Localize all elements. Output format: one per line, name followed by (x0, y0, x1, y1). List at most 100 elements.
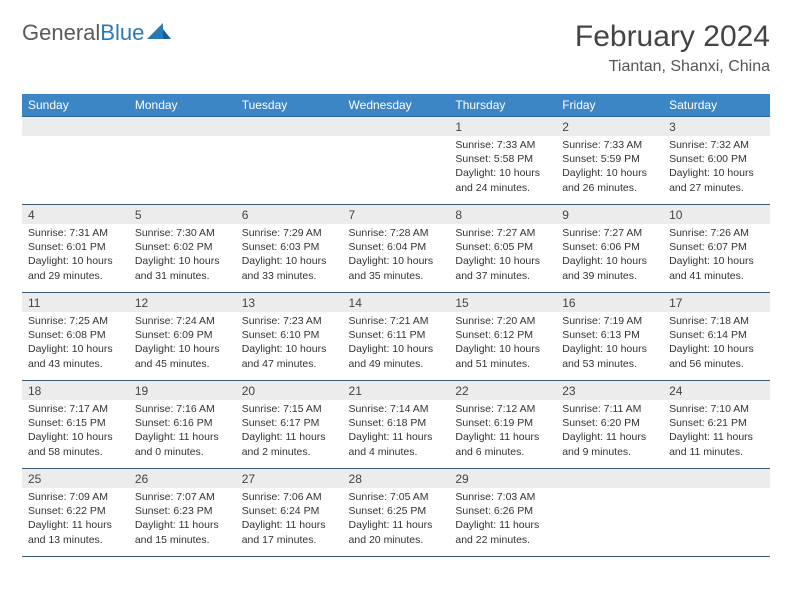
daylight-text: Daylight: 10 hours and 26 minutes. (562, 166, 657, 194)
day-number: 8 (449, 205, 556, 224)
sunrise-text: Sunrise: 7:28 AM (349, 226, 444, 240)
day-number: 3 (663, 117, 770, 136)
calendar-day-cell: 21Sunrise: 7:14 AMSunset: 6:18 PMDayligh… (343, 381, 450, 469)
day-number: 16 (556, 293, 663, 312)
day-number: 4 (22, 205, 129, 224)
day-header: Thursday (449, 94, 556, 117)
calendar-day-cell: 9Sunrise: 7:27 AMSunset: 6:06 PMDaylight… (556, 205, 663, 293)
day-number: 5 (129, 205, 236, 224)
day-header: Monday (129, 94, 236, 117)
day-number: 22 (449, 381, 556, 400)
day-number: 29 (449, 469, 556, 488)
day-number: 21 (343, 381, 450, 400)
sunrise-text: Sunrise: 7:32 AM (669, 138, 764, 152)
day-content: Sunrise: 7:16 AMSunset: 6:16 PMDaylight:… (129, 400, 236, 466)
day-content (556, 488, 663, 554)
day-content: Sunrise: 7:27 AMSunset: 6:06 PMDaylight:… (556, 224, 663, 290)
sunrise-text: Sunrise: 7:16 AM (135, 402, 230, 416)
calendar-day-cell: 5Sunrise: 7:30 AMSunset: 6:02 PMDaylight… (129, 205, 236, 293)
sunset-text: Sunset: 6:25 PM (349, 504, 444, 518)
brand-triangle-icon (147, 21, 173, 46)
daylight-text: Daylight: 10 hours and 41 minutes. (669, 254, 764, 282)
day-number (129, 117, 236, 136)
sunset-text: Sunset: 6:11 PM (349, 328, 444, 342)
sunrise-text: Sunrise: 7:07 AM (135, 490, 230, 504)
calendar-day-cell: 7Sunrise: 7:28 AMSunset: 6:04 PMDaylight… (343, 205, 450, 293)
day-header: Sunday (22, 94, 129, 117)
day-header: Tuesday (236, 94, 343, 117)
sunrise-text: Sunrise: 7:17 AM (28, 402, 123, 416)
sunset-text: Sunset: 6:20 PM (562, 416, 657, 430)
sunset-text: Sunset: 6:14 PM (669, 328, 764, 342)
day-number: 26 (129, 469, 236, 488)
daylight-text: Daylight: 10 hours and 29 minutes. (28, 254, 123, 282)
calendar-day-cell: 25Sunrise: 7:09 AMSunset: 6:22 PMDayligh… (22, 469, 129, 557)
header: GeneralBlue February 2024 Tiantan, Shanx… (22, 20, 770, 76)
day-number: 7 (343, 205, 450, 224)
daylight-text: Daylight: 11 hours and 20 minutes. (349, 518, 444, 546)
day-content: Sunrise: 7:05 AMSunset: 6:25 PMDaylight:… (343, 488, 450, 554)
day-content: Sunrise: 7:19 AMSunset: 6:13 PMDaylight:… (556, 312, 663, 378)
day-content: Sunrise: 7:23 AMSunset: 6:10 PMDaylight:… (236, 312, 343, 378)
day-content: Sunrise: 7:10 AMSunset: 6:21 PMDaylight:… (663, 400, 770, 466)
day-content: Sunrise: 7:33 AMSunset: 5:59 PMDaylight:… (556, 136, 663, 202)
sunrise-text: Sunrise: 7:20 AM (455, 314, 550, 328)
day-number: 18 (22, 381, 129, 400)
daylight-text: Daylight: 11 hours and 17 minutes. (242, 518, 337, 546)
calendar-week-row: 18Sunrise: 7:17 AMSunset: 6:15 PMDayligh… (22, 381, 770, 469)
sunset-text: Sunset: 6:18 PM (349, 416, 444, 430)
day-header: Friday (556, 94, 663, 117)
day-number: 1 (449, 117, 556, 136)
daylight-text: Daylight: 11 hours and 22 minutes. (455, 518, 550, 546)
sunset-text: Sunset: 6:16 PM (135, 416, 230, 430)
calendar-week-row: 11Sunrise: 7:25 AMSunset: 6:08 PMDayligh… (22, 293, 770, 381)
day-number (556, 469, 663, 488)
day-number (236, 117, 343, 136)
sunset-text: Sunset: 6:21 PM (669, 416, 764, 430)
sunrise-text: Sunrise: 7:12 AM (455, 402, 550, 416)
sunrise-text: Sunrise: 7:30 AM (135, 226, 230, 240)
day-content: Sunrise: 7:07 AMSunset: 6:23 PMDaylight:… (129, 488, 236, 554)
sunset-text: Sunset: 6:24 PM (242, 504, 337, 518)
sunrise-text: Sunrise: 7:09 AM (28, 490, 123, 504)
day-content: Sunrise: 7:20 AMSunset: 6:12 PMDaylight:… (449, 312, 556, 378)
calendar-day-cell: 2Sunrise: 7:33 AMSunset: 5:59 PMDaylight… (556, 117, 663, 205)
daylight-text: Daylight: 10 hours and 37 minutes. (455, 254, 550, 282)
sunrise-text: Sunrise: 7:29 AM (242, 226, 337, 240)
calendar-day-cell: 10Sunrise: 7:26 AMSunset: 6:07 PMDayligh… (663, 205, 770, 293)
day-content: Sunrise: 7:24 AMSunset: 6:09 PMDaylight:… (129, 312, 236, 378)
sunset-text: Sunset: 6:17 PM (242, 416, 337, 430)
brand-part1: General (22, 20, 100, 45)
daylight-text: Daylight: 10 hours and 51 minutes. (455, 342, 550, 370)
daylight-text: Daylight: 10 hours and 53 minutes. (562, 342, 657, 370)
sunset-text: Sunset: 6:10 PM (242, 328, 337, 342)
calendar-day-cell: 14Sunrise: 7:21 AMSunset: 6:11 PMDayligh… (343, 293, 450, 381)
calendar-day-cell: 3 Sunrise: 7:32 AMSunset: 6:00 PMDaylight… (663, 117, 770, 205)
day-number: 19 (129, 381, 236, 400)
sunrise-text: Sunrise: 7:31 AM (28, 226, 123, 240)
sunset-text: Sunset: 6:06 PM (562, 240, 657, 254)
day-content: Sunrise: 7:30 AMSunset: 6:02 PMDaylight:… (129, 224, 236, 290)
sunrise-text: Sunrise: 7:27 AM (562, 226, 657, 240)
daylight-text: Daylight: 10 hours and 45 minutes. (135, 342, 230, 370)
daylight-text: Daylight: 10 hours and 47 minutes. (242, 342, 337, 370)
daylight-text: Daylight: 11 hours and 4 minutes. (349, 430, 444, 458)
sunset-text: Sunset: 6:12 PM (455, 328, 550, 342)
calendar-day-cell: 15Sunrise: 7:20 AMSunset: 6:12 PMDayligh… (449, 293, 556, 381)
daylight-text: Daylight: 10 hours and 39 minutes. (562, 254, 657, 282)
calendar-day-cell: 8Sunrise: 7:27 AMSunset: 6:05 PMDaylight… (449, 205, 556, 293)
day-content (663, 488, 770, 554)
calendar-day-cell: 18Sunrise: 7:17 AMSunset: 6:15 PMDayligh… (22, 381, 129, 469)
day-number: 24 (663, 381, 770, 400)
daylight-text: Daylight: 11 hours and 11 minutes. (669, 430, 764, 458)
day-number: 13 (236, 293, 343, 312)
day-number: 2 (556, 117, 663, 136)
daylight-text: Daylight: 11 hours and 0 minutes. (135, 430, 230, 458)
daylight-text: Daylight: 10 hours and 27 minutes. (669, 166, 764, 194)
sunset-text: Sunset: 6:00 PM (669, 152, 764, 166)
sunrise-text: Sunrise: 7:23 AM (242, 314, 337, 328)
calendar-day-cell (663, 469, 770, 557)
calendar-day-cell (236, 117, 343, 205)
sunset-text: Sunset: 6:26 PM (455, 504, 550, 518)
day-header-row: Sunday Monday Tuesday Wednesday Thursday… (22, 94, 770, 117)
